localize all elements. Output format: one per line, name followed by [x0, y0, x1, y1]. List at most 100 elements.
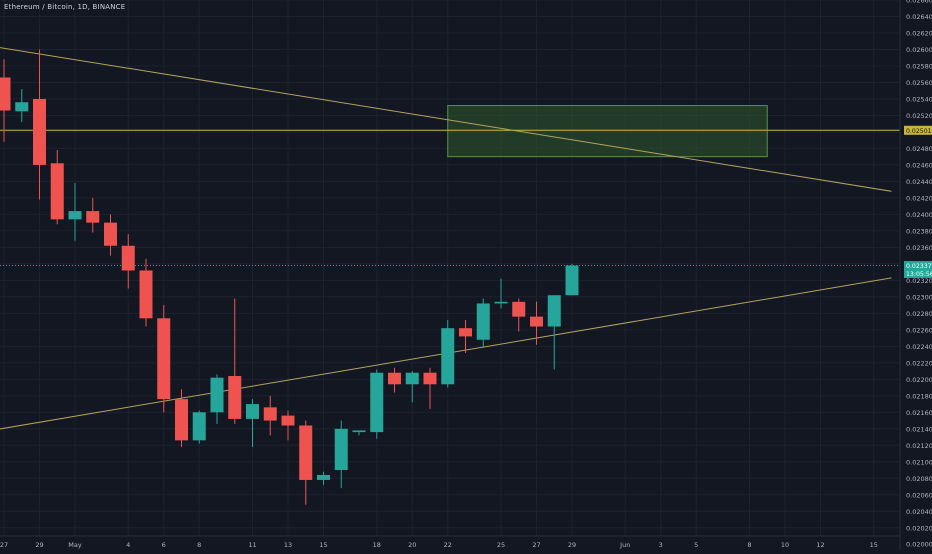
grid-layer	[0, 0, 900, 545]
candle-body	[530, 316, 543, 327]
date-tick-label: 22	[444, 541, 452, 549]
candle-up[interactable]	[210, 374, 224, 424]
ascending-trendline[interactable]	[0, 277, 892, 431]
candle-down[interactable]	[263, 395, 277, 436]
candle-body	[228, 376, 242, 419]
candle-down[interactable]	[512, 298, 526, 332]
candle-body	[388, 372, 401, 385]
date-tick-label: 3	[659, 541, 663, 549]
descending-trendline[interactable]	[0, 45, 892, 192]
candle-body	[441, 328, 455, 385]
date-tick-label: 15	[319, 541, 327, 549]
candle-down[interactable]	[388, 367, 401, 393]
date-tick-label: 27	[0, 541, 8, 549]
candle-up[interactable]	[405, 371, 419, 403]
candle-body	[175, 399, 188, 441]
candle-body	[423, 372, 437, 385]
date-tick-label: 18	[373, 541, 381, 549]
date-tick-label: 25	[497, 541, 505, 549]
candle-up[interactable]	[192, 410, 206, 444]
candle-up[interactable]	[352, 430, 366, 436]
bar-countdown-text: 13:05:56	[906, 271, 932, 278]
date-tick-label: 15	[870, 541, 878, 549]
candle-body	[459, 328, 472, 337]
candle-up[interactable]	[547, 295, 561, 370]
date-tick-label: 20	[408, 541, 416, 549]
candle-body	[192, 412, 206, 441]
candle-down[interactable]	[423, 367, 437, 410]
date-tick-label: 5	[694, 541, 698, 549]
candle-down[interactable]	[139, 258, 153, 327]
candle-down[interactable]	[459, 319, 472, 353]
candle-down[interactable]	[33, 49, 46, 200]
candle-body	[494, 301, 508, 304]
candle-up[interactable]	[565, 263, 579, 296]
candle-up[interactable]	[317, 471, 330, 485]
candle-down[interactable]	[228, 298, 242, 424]
candle-body	[104, 222, 117, 246]
date-tick-label: 6	[162, 541, 166, 549]
candle-body	[565, 265, 579, 296]
current-price-tag-text: 0.023376	[906, 263, 932, 270]
candle-down[interactable]	[50, 150, 64, 225]
candle-down[interactable]	[530, 301, 543, 345]
candle-down[interactable]	[86, 197, 100, 233]
current-price-tag	[904, 261, 932, 279]
candle-down[interactable]	[299, 420, 313, 505]
candle-body	[547, 295, 561, 327]
target-zone-rectangle[interactable]	[447, 105, 768, 158]
candle-up[interactable]	[441, 319, 455, 388]
candle-up[interactable]	[476, 298, 490, 348]
candle-up[interactable]	[334, 420, 348, 489]
candle-down[interactable]	[121, 234, 135, 289]
candle-body	[476, 303, 490, 340]
candle-body	[370, 372, 384, 433]
candle-down[interactable]	[0, 59, 11, 142]
candle-body	[210, 377, 224, 413]
candle-up[interactable]	[68, 183, 82, 241]
candle-body	[281, 415, 295, 426]
candle-up[interactable]	[15, 89, 29, 123]
candle-layer	[0, 49, 579, 505]
candle-body	[334, 428, 348, 471]
date-tick-label: 29	[568, 541, 576, 549]
candle-down[interactable]	[157, 305, 171, 413]
line-layer	[0, 45, 900, 431]
date-tick-label: 13	[284, 541, 292, 549]
candle-body	[15, 102, 29, 112]
candle-up[interactable]	[246, 399, 259, 447]
candle-body	[0, 77, 11, 111]
candle-body	[68, 211, 82, 220]
date-tick-label: 8	[197, 541, 201, 549]
candle-body	[157, 318, 171, 400]
candle-down[interactable]	[281, 410, 295, 441]
time-axis-panel	[0, 536, 932, 550]
candle-body	[263, 407, 277, 421]
date-tick-label: Jun	[619, 541, 630, 549]
candle-up[interactable]	[370, 369, 384, 439]
candle-down[interactable]	[175, 389, 188, 447]
candle-down[interactable]	[104, 214, 117, 256]
date-tick-label: 12	[816, 541, 824, 549]
candle-up[interactable]	[494, 278, 508, 309]
